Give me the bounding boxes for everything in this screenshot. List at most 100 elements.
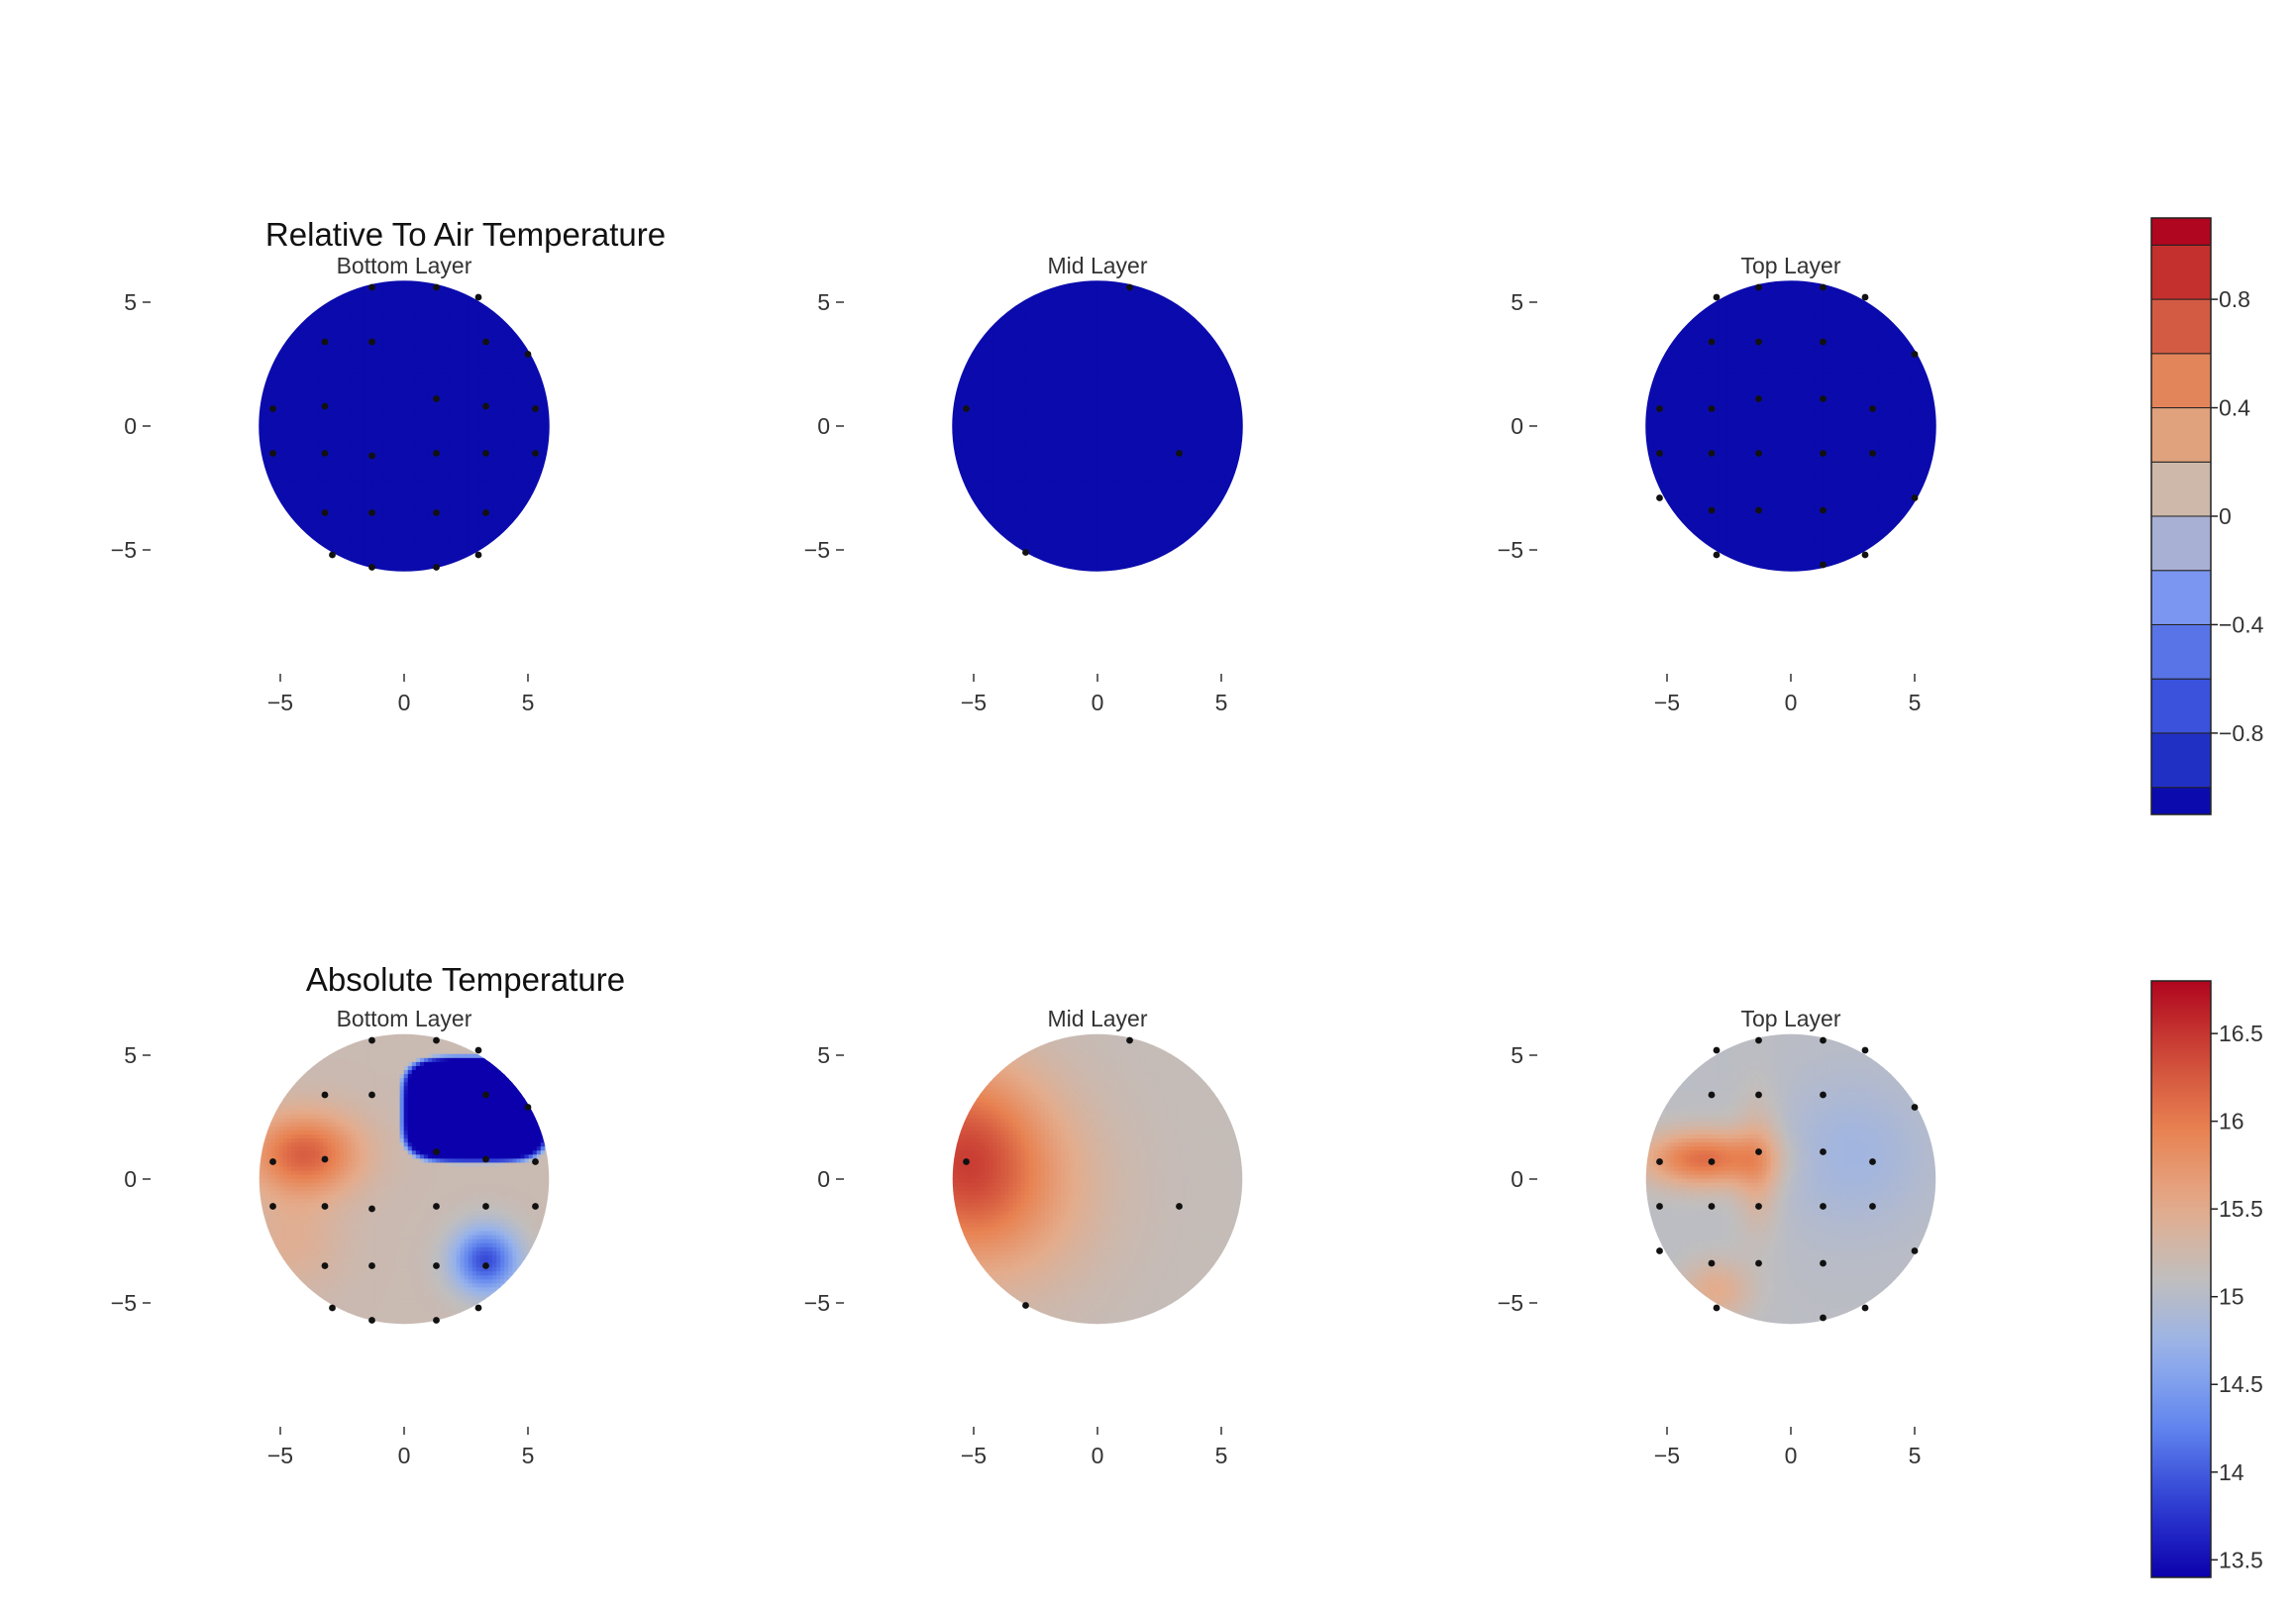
sensor-point bbox=[482, 509, 489, 516]
x-tick-label: −5 bbox=[1654, 690, 1680, 715]
sensor-point bbox=[1176, 1203, 1183, 1210]
colorbar-band bbox=[2150, 244, 2212, 300]
colorbar-band bbox=[2150, 732, 2212, 789]
colorbar-tick-label: 16.5 bbox=[2219, 1021, 2263, 1046]
sensor-point bbox=[1755, 506, 1762, 514]
sensor-point bbox=[1708, 450, 1716, 457]
sensor-point bbox=[269, 1203, 276, 1210]
y-tick-label: −5 bbox=[1498, 537, 1523, 563]
colorbar-tick-label: 0.8 bbox=[2219, 286, 2250, 312]
colorbar-band bbox=[2150, 407, 2212, 463]
x-tick-label: 5 bbox=[1909, 1443, 1922, 1468]
panel-subtitle: Top Layer bbox=[1740, 1006, 1840, 1031]
sensor-point bbox=[433, 450, 440, 457]
x-tick-label: −5 bbox=[267, 1443, 293, 1468]
sensor-point bbox=[474, 1046, 482, 1054]
x-tick-label: 0 bbox=[1092, 1443, 1104, 1468]
panel-2-3: Top Layer −5 0 5 5 0 −5 bbox=[1498, 1006, 1936, 1468]
sensor-point bbox=[433, 509, 440, 516]
colorbar-band bbox=[2150, 515, 2212, 572]
sensor-point bbox=[1176, 450, 1183, 457]
sensor-point bbox=[963, 1158, 970, 1165]
x-tick-label: 0 bbox=[398, 690, 411, 715]
sensor-point bbox=[368, 1036, 375, 1044]
colorbar-tick-label: 13.5 bbox=[2219, 1547, 2263, 1572]
temperature-field bbox=[952, 1033, 1243, 1325]
sensor-point bbox=[1820, 1203, 1826, 1210]
sensor-point bbox=[1820, 450, 1826, 457]
colorbar-band bbox=[2150, 353, 2212, 409]
panel-subtitle: Mid Layer bbox=[1048, 1006, 1148, 1031]
sensor-point bbox=[1820, 506, 1826, 514]
sensor-point bbox=[1656, 494, 1663, 501]
panel-subtitle: Top Layer bbox=[1740, 253, 1840, 278]
sensor-point bbox=[368, 338, 375, 346]
colorbar-tick-label: 0.4 bbox=[2219, 395, 2250, 421]
sensor-point bbox=[1022, 1302, 1029, 1309]
row-1-title: Relative To Air Temperature bbox=[265, 216, 666, 253]
row-2-title: Absolute Temperature bbox=[306, 961, 625, 998]
colorbar-tick-label: 14.5 bbox=[2219, 1371, 2263, 1397]
colorbar-1: 0.8 0.4 0 −0.4 −0.8 bbox=[2150, 217, 2264, 815]
sensor-point bbox=[1713, 293, 1721, 301]
sensor-point bbox=[433, 395, 440, 402]
y-tick-label: −5 bbox=[111, 537, 137, 563]
panel-2-1: Bottom Layer −5 0 5 5 0 −5 bbox=[111, 1006, 550, 1468]
sensor-point bbox=[1656, 1203, 1663, 1210]
sensor-point bbox=[482, 450, 489, 457]
sensor-point bbox=[1022, 549, 1029, 556]
sensor-point bbox=[321, 402, 329, 410]
sensor-point bbox=[1911, 1247, 1919, 1254]
x-tick-label: 5 bbox=[522, 1443, 535, 1468]
y-tick-label: −5 bbox=[804, 537, 830, 563]
sensor-point bbox=[1708, 338, 1716, 346]
colorbars: 0.8 0.4 0 −0.4 −0.8 16.5 16 15.5 15 14.5 14 13.5 bbox=[2150, 217, 2264, 1578]
sensor-point bbox=[368, 509, 375, 516]
x-tick-label: 5 bbox=[1215, 1443, 1228, 1468]
sensor-point bbox=[1755, 1091, 1762, 1099]
sensor-point bbox=[321, 1155, 329, 1163]
colorbar-band bbox=[2150, 787, 2212, 815]
sensor-point bbox=[1820, 338, 1826, 346]
sensor-point bbox=[532, 1203, 539, 1210]
panel-subtitle: Mid Layer bbox=[1048, 253, 1148, 278]
colorbar-tick-label: 15 bbox=[2219, 1284, 2244, 1310]
x-tick-label: 0 bbox=[1785, 690, 1798, 715]
y-tick-label: 5 bbox=[1511, 289, 1523, 315]
sensor-point bbox=[1708, 405, 1716, 412]
y-tick-label: −5 bbox=[1498, 1290, 1523, 1316]
sensor-point bbox=[1911, 351, 1919, 358]
sensor-point bbox=[1755, 1036, 1762, 1044]
sensor-point bbox=[433, 564, 440, 571]
sensor-point bbox=[321, 509, 329, 516]
sensor-point bbox=[368, 564, 375, 571]
sensor-point bbox=[1755, 450, 1762, 457]
sensor-point bbox=[321, 1262, 329, 1269]
sensor-point bbox=[1755, 1148, 1762, 1155]
y-tick-label: 0 bbox=[124, 413, 137, 439]
sensor-point bbox=[1656, 1158, 1663, 1165]
sensor-point bbox=[482, 402, 489, 410]
colorbar-band bbox=[2150, 461, 2212, 517]
sensor-point bbox=[1755, 1203, 1762, 1210]
sensor-point bbox=[1708, 1259, 1716, 1267]
y-tick-label: 0 bbox=[124, 1166, 137, 1192]
sensor-point bbox=[433, 1036, 440, 1044]
sensor-point bbox=[269, 1158, 276, 1165]
colorbar-band bbox=[2150, 623, 2212, 680]
sensor-point bbox=[1126, 283, 1133, 291]
sensor-point bbox=[1869, 1203, 1876, 1210]
colorbar-band bbox=[2150, 217, 2212, 246]
colorbar-band bbox=[2150, 298, 2212, 355]
y-tick-label: 0 bbox=[1511, 413, 1523, 439]
x-tick-label: 0 bbox=[1092, 690, 1104, 715]
sensor-point bbox=[321, 1203, 329, 1210]
temperature-field bbox=[1645, 280, 1936, 572]
y-tick-label: 0 bbox=[1511, 1166, 1523, 1192]
x-tick-label: 0 bbox=[398, 1443, 411, 1468]
sensor-point bbox=[368, 1091, 375, 1099]
colorbar-band bbox=[2150, 570, 2212, 625]
sensor-point bbox=[1820, 1036, 1826, 1044]
colorbar-tick-label: −0.8 bbox=[2219, 720, 2263, 746]
